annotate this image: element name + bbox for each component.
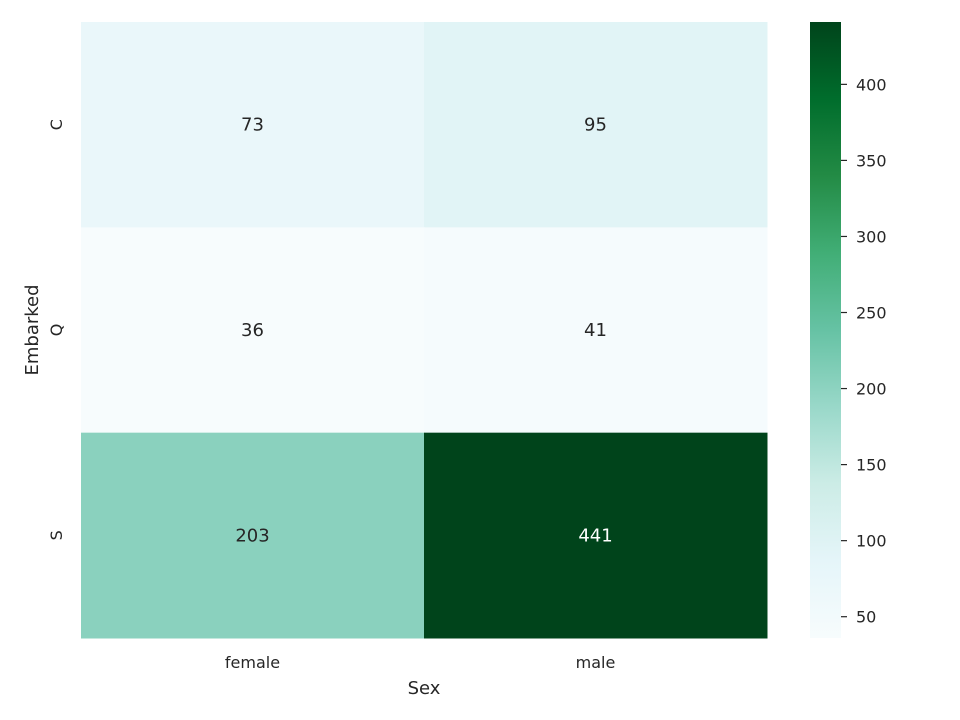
heatmap-cell xyxy=(424,227,768,434)
heatmap-cell xyxy=(81,22,425,228)
y-axis-ticks: C Q S xyxy=(47,119,66,540)
cell-value-label: 36 xyxy=(241,320,264,341)
colorbar-ticks: 50 100 150 200 250 300 350 400 xyxy=(841,75,887,627)
y-tick-label: C xyxy=(47,119,66,130)
colorbar xyxy=(810,22,841,638)
colorbar-tick-label: 50 xyxy=(856,608,876,627)
colorbar-tick-label: 100 xyxy=(856,532,887,551)
cell-value-label: 41 xyxy=(584,320,607,341)
colorbar-tick-label: 350 xyxy=(856,151,887,170)
heatmap-cell xyxy=(424,22,768,228)
colorbar-tick-label: 250 xyxy=(856,304,887,323)
colorbar-tick-label: 300 xyxy=(856,227,887,246)
heatmap-cell xyxy=(424,432,768,639)
x-axis-ticks: female male xyxy=(225,653,615,672)
cell-value-label: 73 xyxy=(241,115,264,136)
y-tick-label: S xyxy=(47,530,66,540)
colorbar-gradient xyxy=(810,22,841,638)
x-tick-label: male xyxy=(576,653,616,672)
colorbar-tick-label: 400 xyxy=(856,75,887,94)
x-tick-label: female xyxy=(225,653,280,672)
cell-value-label: 441 xyxy=(578,525,612,546)
y-tick-label: Q xyxy=(47,324,66,337)
colorbar-tick-label: 200 xyxy=(856,380,887,399)
colorbar-tick-label: 150 xyxy=(856,456,887,475)
heatmap-cells xyxy=(81,22,768,639)
heatmap-cell-labels: 73 95 36 41 203 441 xyxy=(235,115,612,547)
cell-value-label: 203 xyxy=(235,525,269,546)
heatmap-cell xyxy=(81,227,425,434)
heatmap-cell xyxy=(81,432,425,639)
y-axis-title: Embarked xyxy=(22,284,43,375)
x-axis-title: Sex xyxy=(408,678,441,699)
cell-value-label: 95 xyxy=(584,115,607,136)
